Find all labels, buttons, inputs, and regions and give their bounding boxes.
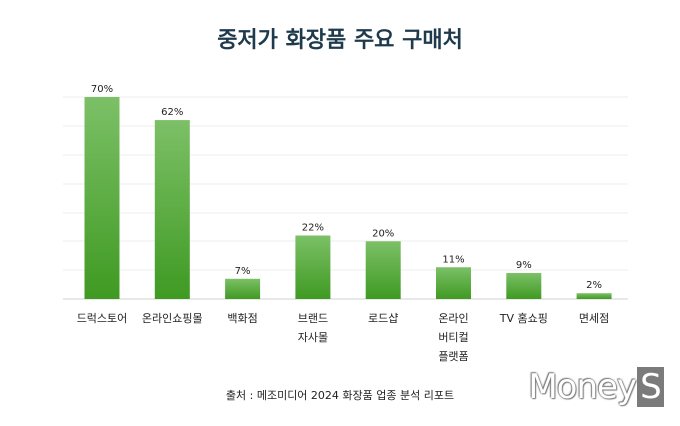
- data-label: 11%: [442, 254, 464, 265]
- bar: [365, 241, 401, 299]
- data-label: 7%: [235, 266, 251, 277]
- data-label: 70%: [91, 84, 113, 95]
- category-label: 온라인쇼핑몰: [142, 312, 203, 325]
- data-label: 9%: [516, 260, 532, 271]
- moneys-logo: Money S: [528, 367, 664, 407]
- data-label: 20%: [372, 228, 394, 239]
- bar: [295, 235, 331, 299]
- category-label: 온라인 버티컬 플랫폼: [438, 312, 468, 363]
- category-label: TV 홈쇼핑: [499, 311, 548, 325]
- bar: [154, 120, 190, 299]
- data-label: 62%: [161, 107, 183, 118]
- bar: [84, 97, 120, 299]
- logo-text: Money: [528, 367, 637, 407]
- bar: [225, 278, 261, 299]
- category-label: 로드샵: [368, 312, 398, 325]
- source-note: 출처 : 메조미디어 2024 화장품 업종 분석 리포트: [225, 389, 455, 402]
- chart-title: 중저가 화장품 주요 구매처: [217, 28, 463, 53]
- data-label: 2%: [586, 280, 602, 291]
- category-label: 백화점: [227, 312, 257, 325]
- category-label: 브랜드 자사몰: [298, 312, 328, 344]
- logo-accent: S: [637, 367, 664, 407]
- bar: [576, 293, 612, 299]
- category-label: 드럭스토어: [77, 312, 128, 325]
- data-label: 22%: [302, 223, 324, 234]
- category-label: 면세점: [579, 312, 609, 325]
- bar: [506, 273, 542, 299]
- bar: [436, 267, 471, 299]
